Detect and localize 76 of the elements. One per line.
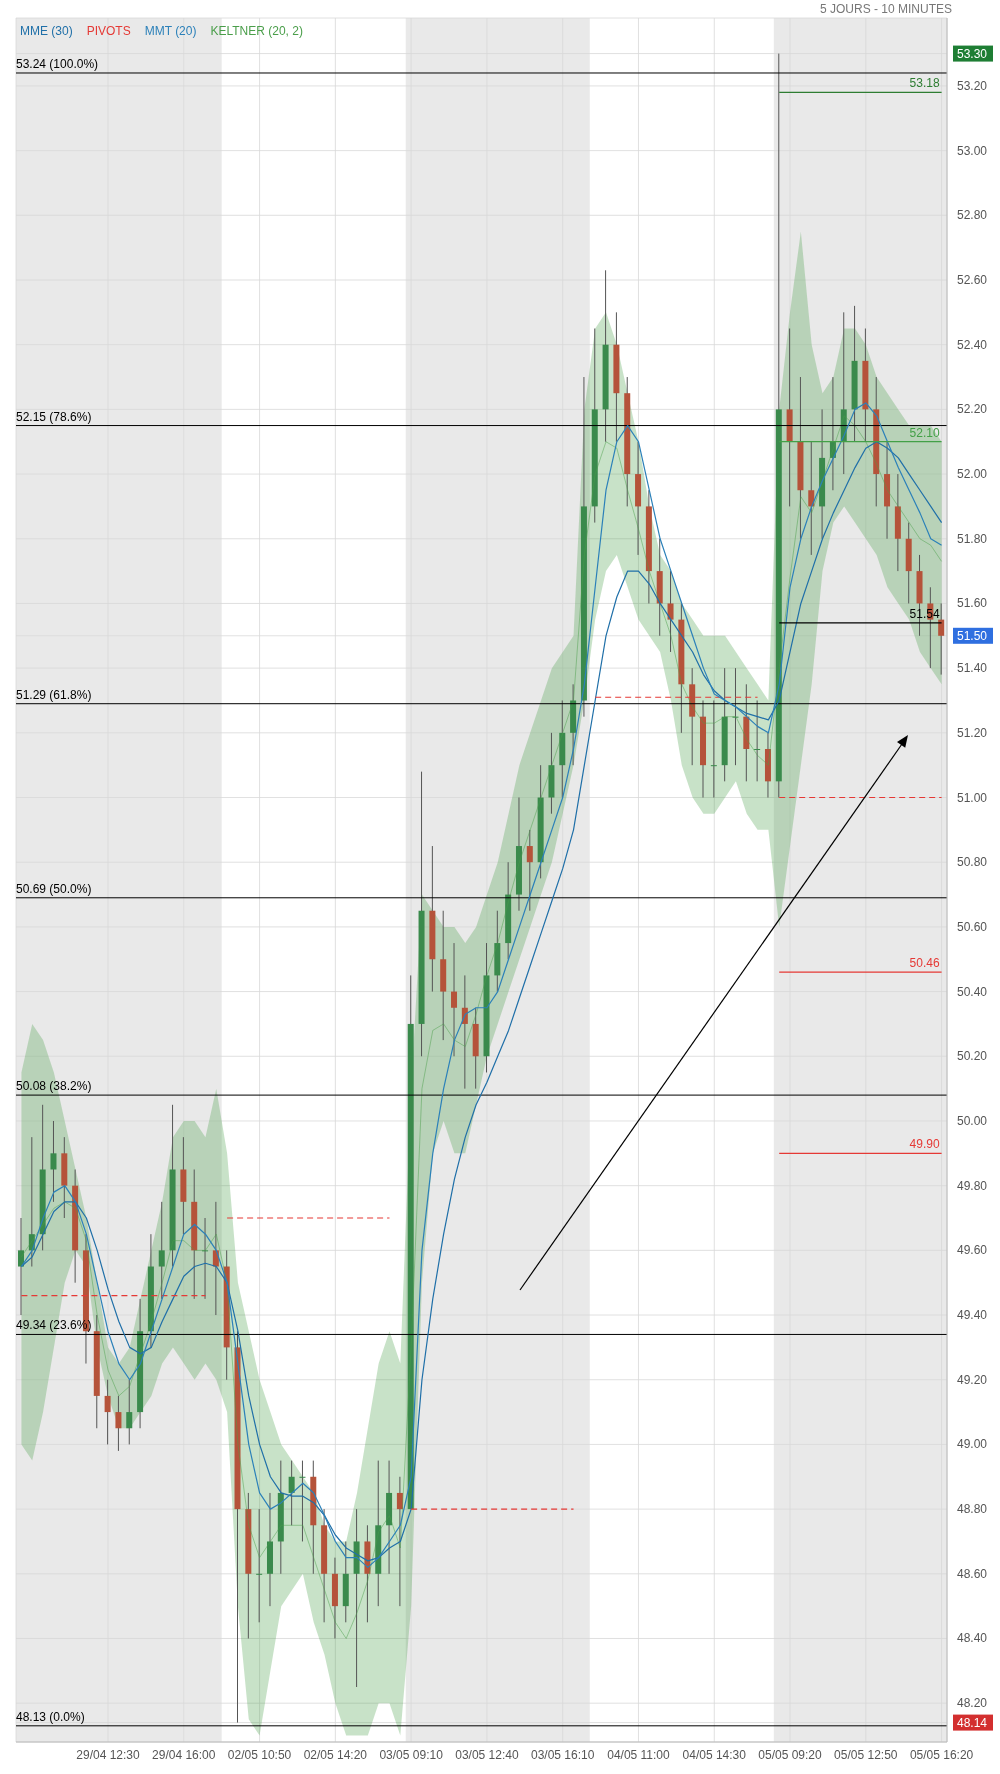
- y-tick-label: 52.80: [957, 208, 988, 223]
- y-tick-label: 48.20: [957, 1696, 988, 1711]
- y-tick-label: 49.20: [957, 1372, 988, 1387]
- x-tick-label: 29/04 12:30: [76, 1747, 141, 1762]
- candlestick: [754, 699, 761, 782]
- y-tick-label: 51.00: [957, 790, 988, 805]
- y-tick-label: 51.60: [957, 596, 988, 611]
- y-tick-label: 48.80: [957, 1502, 988, 1517]
- y-tick-label: 51.20: [957, 725, 988, 740]
- y-tick-label: 50.40: [957, 984, 988, 999]
- y-tick-label: 53.00: [957, 143, 988, 158]
- candlestick: [126, 1379, 133, 1445]
- candlestick: [18, 1217, 24, 1316]
- candlestick: [396, 1476, 403, 1607]
- text: PIVOTS: [86, 24, 131, 38]
- candlestick: [451, 942, 458, 1057]
- data-label: 53.18: [909, 76, 940, 91]
- ref-line-label: 51.29 (61.8%): [16, 687, 92, 702]
- candlestick: [667, 570, 674, 653]
- x-tick-label: 03/05 12:40: [455, 1747, 519, 1762]
- y-tick-label: 50.20: [957, 1049, 988, 1064]
- x-tick-label: 05/05 12:50: [834, 1747, 898, 1762]
- y-tick-label: 51.80: [957, 531, 988, 546]
- y-tick-label: 48.14: [957, 1715, 988, 1730]
- candlestick: [158, 1201, 165, 1300]
- ref-line-label: 50.69 (50.0%): [16, 881, 92, 896]
- ref-line-label: 50.08 (38.2%): [16, 1079, 92, 1094]
- y-tick-label: 50.00: [957, 1113, 988, 1128]
- y-tick-label: 51.50: [957, 628, 988, 643]
- y-tick-label: 51.40: [957, 661, 988, 676]
- data-label: 50.46: [909, 956, 940, 971]
- x-tick-label: 29/04 16:00: [152, 1747, 216, 1762]
- candlestick: [104, 1379, 111, 1445]
- candlestick: [829, 376, 836, 491]
- y-tick-label: 49.40: [957, 1308, 988, 1323]
- data-label: 49.90: [909, 1137, 940, 1152]
- candlestick: [732, 667, 739, 766]
- ref-line-label: 48.13 (0.0%): [16, 1709, 85, 1724]
- chart-subtitle: 5 JOURS - 10 MINUTES: [819, 2, 952, 16]
- candlestick: [299, 1460, 306, 1542]
- candlestick: [938, 602, 945, 676]
- text: MME (30): [20, 24, 73, 38]
- x-tick-label: 02/05 10:50: [227, 1747, 292, 1762]
- x-tick-label: 04/05 11:00: [607, 1747, 671, 1762]
- x-tick-label: 05/05 16:20: [909, 1747, 974, 1762]
- y-tick-label: 48.40: [957, 1631, 988, 1646]
- ref-line-label: 52.15 (78.6%): [16, 409, 92, 424]
- y-tick-label: 48.60: [957, 1566, 988, 1581]
- y-tick-label: 52.20: [957, 402, 988, 417]
- x-tick-label: 04/05 14:30: [682, 1747, 747, 1762]
- x-tick-label: 03/05 16:10: [530, 1747, 595, 1762]
- candlestick: [256, 1508, 263, 1623]
- data-label: 52.10: [909, 425, 940, 440]
- candlestick: [115, 1395, 122, 1452]
- y-tick-label: 50.60: [957, 919, 988, 934]
- y-tick-label: 52.00: [957, 467, 988, 482]
- x-tick-label: 05/05 09:20: [758, 1747, 823, 1762]
- candlestick: [288, 1460, 295, 1526]
- candlestick: [526, 829, 533, 912]
- y-tick-label: 49.00: [957, 1437, 988, 1452]
- y-tick-label: 53.20: [957, 78, 988, 93]
- y-tick-label: 53.30: [957, 46, 988, 61]
- candlestick: [808, 441, 815, 556]
- y-tick-label: 52.60: [957, 273, 988, 287]
- x-tick-label: 02/05 14:20: [303, 1747, 368, 1762]
- ref-line-label: 53.24 (100.0%): [16, 56, 99, 71]
- candlestick: [50, 1120, 57, 1203]
- candlestick: [710, 699, 717, 799]
- y-tick-label: 49.60: [957, 1243, 988, 1258]
- x-tick-label: 03/05 09:10: [379, 1747, 444, 1762]
- y-tick-label: 49.80: [957, 1178, 988, 1193]
- text: KELTNER (20, 2): [210, 24, 303, 38]
- y-tick-label: 50.80: [957, 855, 988, 870]
- y-tick-label: 52.40: [957, 337, 988, 352]
- candlestick: [202, 1217, 209, 1300]
- text: MMT (20): [144, 24, 197, 38]
